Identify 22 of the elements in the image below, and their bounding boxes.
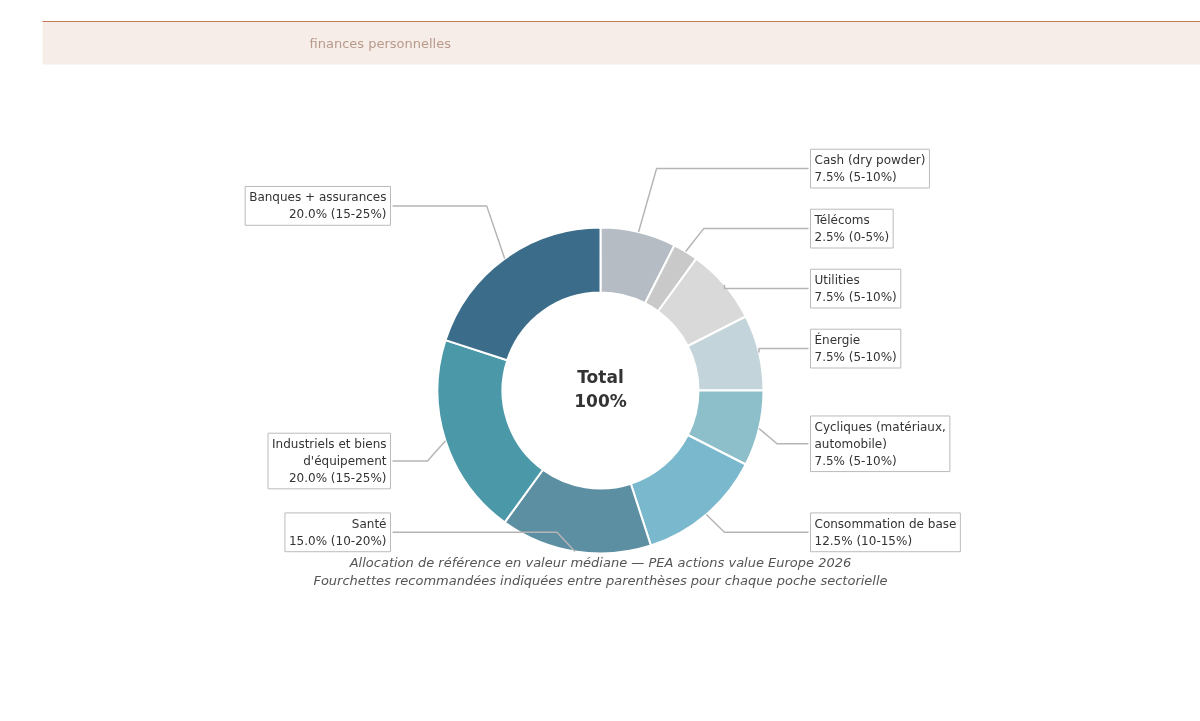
data-label: 15.0% (10-20%)	[288, 533, 387, 548]
text: Fourchettes recommandées indiquées entre parenthèses pour chaque poche sectorielle	[313, 573, 888, 588]
slice-label: Télécoms	[813, 213, 870, 228]
slice-label: Industriels et biens d'équipement	[272, 437, 387, 469]
slice-label: Consommation de base	[814, 516, 957, 531]
data-label: 7.5% (5-10%)	[814, 290, 897, 305]
slice-label: Santé	[351, 516, 387, 531]
slice-label: Utilities	[814, 273, 860, 288]
data-label: 7.5% (5-10%)	[814, 453, 897, 468]
text: Allocation de référence en valeur médiane — PEA actions value Europe 2026	[348, 555, 852, 570]
slice-label: Cash (dry powder)	[814, 153, 926, 168]
text: Total 100%	[574, 366, 627, 411]
data-label: 7.5% (5-10%)	[814, 170, 897, 185]
slice-label: Énergie	[814, 332, 861, 348]
text: finances personnelles	[309, 36, 452, 51]
data-label: 20.0% (15-25%)	[288, 207, 387, 222]
data-label: 20.0% (15-25%)	[288, 470, 387, 485]
slice-label: Banques + assurances	[249, 190, 387, 205]
data-label: 12.5% (10-15%)	[814, 533, 913, 548]
slice-label: Cycliques (matériaux, automobile)	[814, 419, 946, 451]
data-label: 7.5% (5-10%)	[814, 350, 897, 365]
data-label: 2.5% (0-5%)	[814, 230, 890, 245]
